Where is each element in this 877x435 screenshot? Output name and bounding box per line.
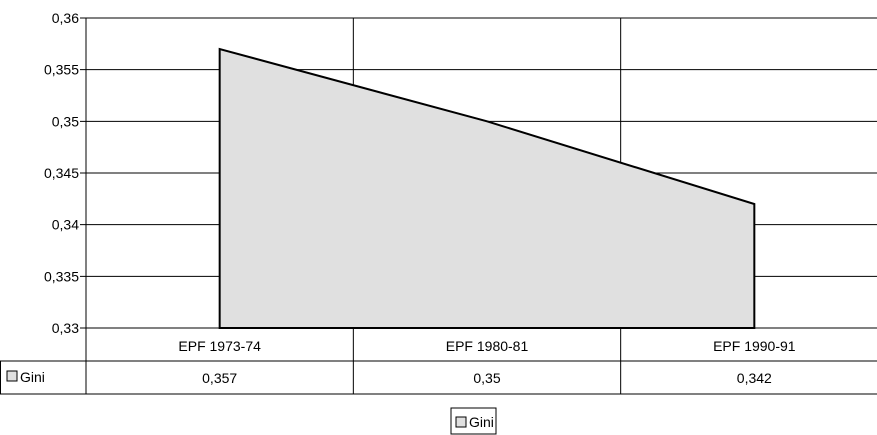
x-tick-label: EPF 1990-91 <box>713 338 796 354</box>
y-tick-label: 0,33 <box>52 320 79 336</box>
table-series-swatch <box>6 370 18 382</box>
x-tick-label: EPF 1973-74 <box>178 338 261 354</box>
area-gini <box>218 47 756 329</box>
x-tick-label: EPF 1980-81 <box>446 338 529 354</box>
data-table: Gini 0,357 0,35 0,342 <box>0 328 877 395</box>
y-axis-ticks: 0,33 0,335 0,34 0,345 0,35 0,355 0,36 <box>44 10 79 336</box>
table-series-name: Gini <box>20 369 45 385</box>
legend: Gini <box>450 407 497 435</box>
area-series <box>218 47 756 329</box>
y-tick-label: 0,355 <box>44 62 79 78</box>
y-tick-label: 0,36 <box>52 10 79 26</box>
y-tick-label: 0,34 <box>52 217 79 233</box>
x-axis-ticks: EPF 1973-74 EPF 1980-81 EPF 1990-91 <box>178 338 795 354</box>
data-label: 0,357 <box>202 370 237 386</box>
y-tick-label: 0,345 <box>44 165 79 181</box>
data-label: 0,342 <box>737 370 772 386</box>
data-label: 0,35 <box>473 370 500 386</box>
axes <box>85 18 877 329</box>
legend-label: Gini <box>469 414 494 430</box>
y-tick-label: 0,35 <box>52 113 79 129</box>
legend-swatch <box>455 416 467 428</box>
legend-box <box>450 407 497 435</box>
y-tick-label: 0,335 <box>44 268 79 284</box>
